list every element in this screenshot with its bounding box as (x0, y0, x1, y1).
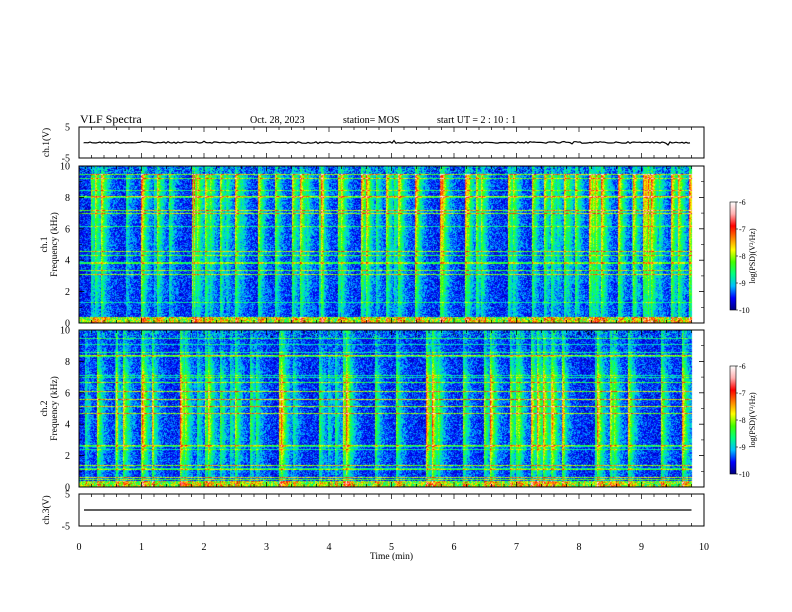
panel-1-ylabel-line: ch.1 (40, 236, 50, 252)
panel-1-ylabel: ch.1Frequency (kHz) (40, 212, 60, 277)
panel-1-ytick-label: 0 (65, 319, 70, 330)
panel-2-colorbar (729, 365, 737, 475)
panel-1-ytick-label: 2 (65, 287, 70, 298)
xtick-label: 4 (327, 542, 332, 553)
panel-1-colorbar-tick-label: -9 (739, 279, 746, 288)
station-label: station= MOS (343, 115, 399, 126)
panel-2-colorbar-tick-label: -6 (739, 362, 746, 371)
panel-2-spectrogram-image (79, 330, 704, 487)
panel-2-colorbar-tick-label: -9 (739, 443, 746, 452)
xtick-label: 8 (577, 542, 582, 553)
panel-1-ytick-label: 10 (60, 162, 70, 173)
xtick-label: 7 (514, 542, 519, 553)
panel-1-colorbar-tick-label: -7 (739, 225, 746, 234)
xtick-label: 3 (264, 542, 269, 553)
panel-0-trace (83, 139, 691, 146)
panel-0-ylabel-line: ch.1(V) (41, 128, 52, 157)
xtick-label: 1 (139, 542, 144, 553)
panel-1-colorbar (729, 201, 737, 311)
panel-1-spectrogram-image (79, 166, 704, 323)
panel-2-ytick-label: 10 (60, 326, 70, 337)
panel-2-colorbar-label: log(PSD)(V²/Hz) (748, 392, 757, 448)
panel-2-colorbar-tick-label: -10 (739, 470, 750, 479)
panel-2-ylabel-line: Frequency (kHz) (49, 376, 60, 441)
panel-1-colorbar-tick-label: -6 (739, 198, 746, 207)
panel-3-ytick-label: -5 (62, 522, 70, 533)
panel-1-ytick-label: 8 (65, 193, 70, 204)
figure-title: VLF Spectra (80, 112, 142, 126)
panel-1-ytick-label: 4 (65, 256, 70, 267)
observation-date: Oct. 28, 2023 (250, 115, 304, 126)
panel-2-spectrogram-canvas (79, 330, 704, 487)
xtick-label: 10 (699, 542, 709, 553)
panel-2-colorbar-tick-label: -8 (739, 416, 746, 425)
panel-1-ylabel-line: Frequency (kHz) (49, 212, 60, 277)
xtick-label: 0 (77, 542, 82, 553)
panel-1-colorbar-tick-label: -10 (739, 306, 750, 315)
panel-1-colorbar-tick-label: -8 (739, 252, 746, 261)
panel-2-ytick-label: 0 (65, 483, 70, 494)
panel-1-colorbar-label: log(PSD)(V²/Hz) (748, 228, 757, 284)
panel-0-ytick-label: -5 (62, 154, 70, 165)
panel-1-spectrogram-canvas (79, 166, 704, 323)
panel-0-ytick-label: 5 (65, 123, 70, 134)
panel-3-ylabel: ch.3(V) (41, 495, 52, 524)
start-time-label: start UT = 2 : 10 : 1 (437, 115, 516, 126)
panel-2-ytick-label: 4 (65, 420, 70, 431)
panel-2-ytick-label: 6 (65, 388, 70, 399)
xtick-label: 2 (202, 542, 207, 553)
panel-3-ytick-label: 5 (65, 490, 70, 501)
xtick-label: 6 (452, 542, 457, 553)
panel-2-ylabel: ch.2Frequency (kHz) (40, 376, 60, 441)
xtick-label: 5 (389, 542, 394, 553)
panel-1-ytick-label: 6 (65, 224, 70, 235)
panel-3-ylabel-line: ch.3(V) (41, 495, 52, 524)
panel-2-ytick-label: 2 (65, 451, 70, 462)
xtick-label: 9 (639, 542, 644, 553)
panel-2-ylabel-line: ch.2 (40, 400, 50, 416)
panel-0-ylabel: ch.1(V) (41, 128, 52, 157)
xaxis-label: Time (min) (370, 551, 413, 562)
panel-2-ytick-label: 8 (65, 357, 70, 368)
panel-2-colorbar-tick-label: -7 (739, 389, 746, 398)
